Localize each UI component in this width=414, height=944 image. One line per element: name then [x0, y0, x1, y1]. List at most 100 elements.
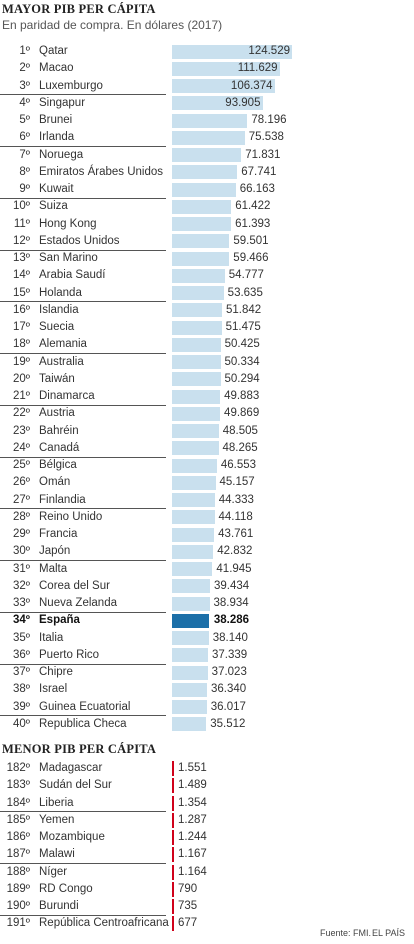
country-label: Kuwait	[39, 183, 74, 195]
bar-mark	[172, 493, 215, 507]
value-label: 42.832	[217, 545, 253, 558]
value-label: 35.512	[210, 717, 246, 730]
table-row: 35º Italia 38.140	[0, 630, 414, 647]
country-label: Malta	[39, 562, 68, 575]
rank-label: 27º	[13, 493, 30, 506]
country-label: Islandia	[39, 303, 79, 316]
bar-mark	[172, 268, 225, 283]
rank-label: 26º	[13, 476, 30, 489]
rank-label: 40º	[13, 717, 30, 730]
value-label: 78.196	[251, 114, 287, 126]
bar-mark	[172, 148, 242, 162]
country-label: Dinamarca	[39, 390, 95, 402]
bar-mark	[172, 44, 292, 59]
table-row: 182º Madagascar 1.551	[0, 760, 414, 777]
bar-mark	[172, 682, 207, 697]
rank-label: 6º	[19, 131, 30, 144]
bar-mark	[172, 830, 174, 845]
country-label: Corea del Sur	[39, 579, 110, 592]
bar-mark	[172, 320, 222, 335]
table-row: 32º Corea del Sur 39.434	[0, 578, 414, 595]
value-label: 46.553	[220, 459, 257, 471]
country-label: Arabia Saudí	[39, 269, 106, 282]
country-label: Estados Unidos	[39, 234, 120, 247]
rank-label: 9º	[19, 183, 30, 195]
country-label: Holanda	[39, 286, 82, 299]
bar-mark	[172, 864, 174, 880]
rank-label: 8º	[19, 165, 30, 178]
table-row: 25º Bélgica 46.553	[0, 457, 414, 474]
table-row: 9º Kuwait 66.163	[0, 181, 414, 198]
rank-label: 18º	[13, 338, 30, 351]
table-row: 186º Mozambique 1.244	[0, 829, 414, 846]
rank-label: 35º	[13, 631, 30, 644]
row-divider	[0, 301, 166, 303]
bar-mark	[172, 355, 221, 369]
table-row: 30º Japón 42.832	[0, 543, 414, 560]
country-label: Finlandia	[39, 493, 86, 506]
country-label: Noruega	[39, 148, 84, 161]
value-label: 44.118	[218, 510, 253, 523]
country-label: Nueva Zelanda	[39, 597, 117, 609]
table-row: 1º Qatar 124.529	[0, 43, 414, 60]
table-row: 2º Macao 111.629	[0, 60, 414, 77]
row-divider	[0, 914, 166, 916]
value-label: 1.167	[178, 848, 207, 861]
bar-mark	[172, 596, 210, 611]
rank-label: 22º	[13, 407, 30, 420]
bar-mark	[172, 217, 232, 231]
rank-label: 29º	[13, 528, 30, 540]
rank-label: 30º	[13, 545, 30, 558]
bar-mark	[172, 372, 221, 387]
table-row: 190º Burundi 735	[0, 898, 414, 915]
bar-mark	[172, 458, 217, 473]
bar-mark	[172, 79, 275, 93]
rank-label: 38º	[13, 683, 30, 696]
country-label: Francia	[39, 528, 78, 540]
rank-label: 182º	[6, 762, 30, 774]
value-label: 124.529	[248, 45, 290, 57]
table-row: 22º Austria 49.869	[0, 405, 414, 422]
table-row: 11º Hong Kong 61.393	[0, 216, 414, 233]
bottom-chart-title: MENOR PIB PER CÁPITA	[2, 742, 157, 756]
country-label: Macao	[39, 62, 74, 75]
country-label: Luxemburgo	[39, 79, 103, 92]
value-label: 67.741	[241, 165, 277, 178]
rank-label: 13º	[13, 252, 30, 264]
country-label: Níger	[39, 865, 68, 878]
table-row: 6º Irlanda 75.538	[0, 129, 414, 146]
rank-label: 15º	[13, 286, 30, 299]
bar-mark	[172, 795, 174, 811]
rank-label: 28º	[13, 510, 30, 523]
value-label: 50.425	[224, 338, 260, 351]
value-label: 36.017	[210, 700, 246, 713]
bar-mark	[172, 96, 263, 111]
bar-mark	[172, 613, 209, 628]
rank-label: 183º	[6, 779, 30, 792]
value-label: 61.422	[235, 200, 271, 213]
table-row: 3º Luxemburgo 106.374	[0, 78, 414, 95]
bar-mark	[172, 700, 207, 714]
table-row: 4º Singapur 93.905	[0, 95, 414, 112]
value-label: 45.157	[219, 476, 255, 489]
value-label: 59.466	[233, 252, 269, 264]
table-row: 39º Guinea Ecuatorial 36.017	[0, 699, 414, 716]
value-label: 1.164	[178, 865, 207, 878]
rank-label: 191º	[6, 917, 30, 930]
value-label: 1.287	[178, 813, 207, 826]
rank-label: 39º	[13, 700, 30, 713]
row-divider	[0, 560, 166, 561]
country-label: Omán	[39, 476, 71, 489]
table-row: 13º San Marino 59.466	[0, 250, 414, 267]
table-row: 24º Canadá 48.265	[0, 440, 414, 457]
bar-mark	[172, 441, 219, 456]
row-divider	[0, 508, 166, 510]
value-label: 1.354	[178, 796, 207, 809]
table-row: 15º Holanda 53.635	[0, 285, 414, 302]
rank-label: 189º	[6, 882, 30, 895]
rank-label: 24º	[13, 441, 30, 454]
country-label: Singapur	[39, 96, 86, 109]
country-label: Suiza	[39, 200, 68, 213]
country-label: Sudán del Sur	[39, 779, 112, 792]
bar-mark	[172, 631, 209, 645]
